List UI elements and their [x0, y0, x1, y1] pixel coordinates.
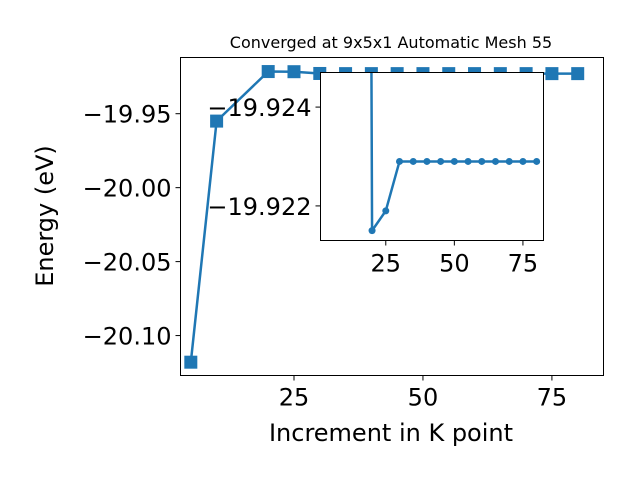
main-data-point	[571, 67, 585, 81]
main-data-point	[210, 114, 224, 128]
inset-background	[320, 72, 544, 241]
inset-x-tick-label: 75	[508, 250, 539, 278]
x-axis-label: Increment in K point	[269, 419, 513, 447]
chart-title: Converged at 9x5x1 Automatic Mesh 55	[230, 33, 552, 52]
inset-data-point	[491, 157, 499, 165]
inset-data-point	[519, 157, 527, 165]
inset-data-point	[450, 157, 458, 165]
inset-data-point	[478, 157, 486, 165]
y-tick-label: −20.00	[83, 175, 172, 203]
inset-data-point	[423, 157, 431, 165]
y-tick-label: −19.95	[83, 101, 172, 129]
main-data-point	[545, 67, 559, 81]
inset-y-tick-label: −19.922	[207, 193, 311, 221]
inset-plot-frame	[320, 72, 544, 241]
inset-data-point	[505, 157, 513, 165]
inset-data-point	[382, 207, 390, 215]
inset-axes: 25 50 75 −19.924 −19.922	[207, 72, 544, 278]
inset-x-tick-label: 25	[371, 250, 402, 278]
inset-x-tick-label: 50	[439, 250, 470, 278]
main-ticks: 25 50 75 −19.95 −20.00 −20.05 −20.10	[83, 101, 568, 412]
inset-data-point	[395, 157, 403, 165]
inset-clipped-group	[368, 72, 541, 235]
inset-data-point	[437, 157, 445, 165]
x-tick-label: 75	[537, 384, 568, 412]
x-tick-label: 50	[408, 384, 439, 412]
main-data-point	[261, 65, 275, 79]
y-axis-label: Energy (eV)	[31, 145, 59, 287]
inset-data-point	[464, 157, 472, 165]
main-data-point	[287, 65, 301, 79]
inset-data-point	[368, 227, 376, 235]
inset-data-point	[533, 157, 541, 165]
x-tick-label: 25	[279, 384, 310, 412]
y-tick-label: −20.10	[83, 323, 172, 351]
main-data-point	[184, 355, 198, 369]
inset-y-tick-label: −19.924	[207, 94, 311, 122]
main-plot-frame	[180, 57, 604, 376]
inset-ticks: 25 50 75 −19.924 −19.922	[207, 94, 538, 277]
y-tick-label: −20.05	[83, 249, 172, 277]
inset-series	[368, 72, 541, 235]
inset-data-point	[409, 157, 417, 165]
